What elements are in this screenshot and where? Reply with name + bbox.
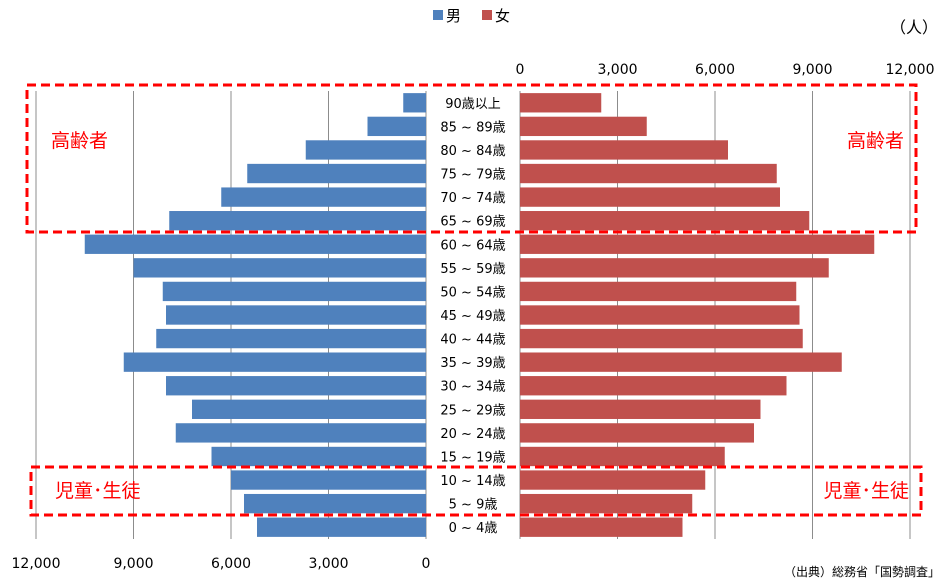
bottom-axis-tick-label: 6,000 [211, 556, 251, 572]
age-group-label: 75 ~ 79歳 [440, 168, 505, 183]
annotation-label-right: 児童･生徒 [823, 480, 909, 502]
bottom-axis-tick-label: 0 [422, 556, 431, 572]
female-bar [520, 93, 602, 113]
source-note: （出典）総務省「国勢調査」 [784, 564, 940, 579]
female-bar [520, 446, 725, 467]
age-group-label: 10 ~ 14歳 [440, 474, 505, 489]
female-bar [520, 470, 706, 490]
female-bar [520, 140, 728, 160]
age-group-label: 30 ~ 34歳 [440, 380, 505, 395]
male-bar [257, 517, 426, 537]
annotation-dashed-box [29, 465, 923, 517]
bottom-axis-tick-label: 9,000 [113, 556, 153, 572]
female-bar [520, 281, 797, 302]
top-axis-tick-label: 9,000 [792, 62, 832, 78]
age-group-label: 45 ~ 49歳 [440, 309, 505, 324]
female-bar [520, 352, 842, 372]
age-group-label: 55 ~ 59歳 [440, 262, 505, 277]
male-bar [403, 93, 426, 113]
age-group-label: 5 ~ 9歳 [449, 498, 498, 513]
male-bar [221, 187, 426, 207]
legend-swatch-male [433, 10, 443, 20]
annotation-label-left: 高齢者 [51, 130, 108, 152]
age-group-label: 70 ~ 74歳 [440, 191, 505, 206]
legend-label-male: 男 [446, 7, 461, 25]
top-axis-tick-label: 0 [516, 62, 525, 78]
annotation-label-left: 児童･生徒 [55, 480, 141, 502]
male-bar [162, 281, 426, 302]
age-group-label: 15 ~ 19歳 [440, 450, 505, 465]
top-axis-tick-label: 6,000 [695, 62, 735, 78]
legend-label-female: 女 [495, 7, 510, 25]
female-bar [520, 116, 647, 137]
male-bar [244, 493, 426, 514]
bottom-axis-tick-label: 3,000 [308, 556, 348, 572]
age-group-label: 60 ~ 64歳 [440, 238, 505, 253]
female-bar [520, 258, 829, 278]
age-group-label: 90歳以上 [445, 97, 501, 112]
female-bar [520, 493, 693, 514]
bottom-axis-tick-label: 12,000 [12, 556, 61, 572]
age-group-label: 0 ~ 4歳 [449, 521, 498, 536]
age-group-label: 65 ~ 69歳 [440, 215, 505, 230]
age-group-label: 25 ~ 29歳 [440, 403, 505, 418]
male-bar [192, 399, 426, 419]
female-bar [520, 211, 810, 231]
male-bar [123, 352, 426, 372]
female-bar [520, 305, 800, 325]
male-bar [211, 446, 426, 467]
legend-swatch-female [482, 10, 492, 20]
male-bar [166, 376, 426, 396]
female-bar [520, 423, 754, 443]
male-bar [166, 305, 426, 325]
annotation-label-right: 高齢者 [847, 130, 904, 152]
female-bar [520, 328, 803, 349]
male-bar [247, 163, 426, 184]
female-bar [520, 163, 777, 184]
age-group-label: 35 ~ 39歳 [440, 356, 505, 371]
age-group-label: 20 ~ 24歳 [440, 427, 505, 442]
male-bar [84, 234, 426, 254]
male-bar [156, 328, 426, 349]
top-axis-tick-label: 3,000 [597, 62, 637, 78]
male-bar [175, 423, 426, 443]
male-bar [305, 140, 426, 160]
male-bar [367, 116, 426, 137]
male-bar [133, 258, 426, 278]
male-bar [231, 470, 426, 490]
female-bar [520, 234, 875, 254]
top-axis-tick-label: 12,000 [886, 62, 935, 78]
male-bar [169, 211, 426, 231]
female-bar [520, 517, 683, 537]
female-bar [520, 376, 787, 396]
female-bar [520, 187, 780, 207]
unit-label: （人） [890, 18, 938, 37]
female-bar [520, 399, 761, 419]
age-group-label: 85 ~ 89歳 [440, 120, 505, 135]
age-group-label: 50 ~ 54歳 [440, 285, 505, 300]
age-group-label: 40 ~ 44歳 [440, 333, 505, 348]
age-group-label: 80 ~ 84歳 [440, 144, 505, 159]
